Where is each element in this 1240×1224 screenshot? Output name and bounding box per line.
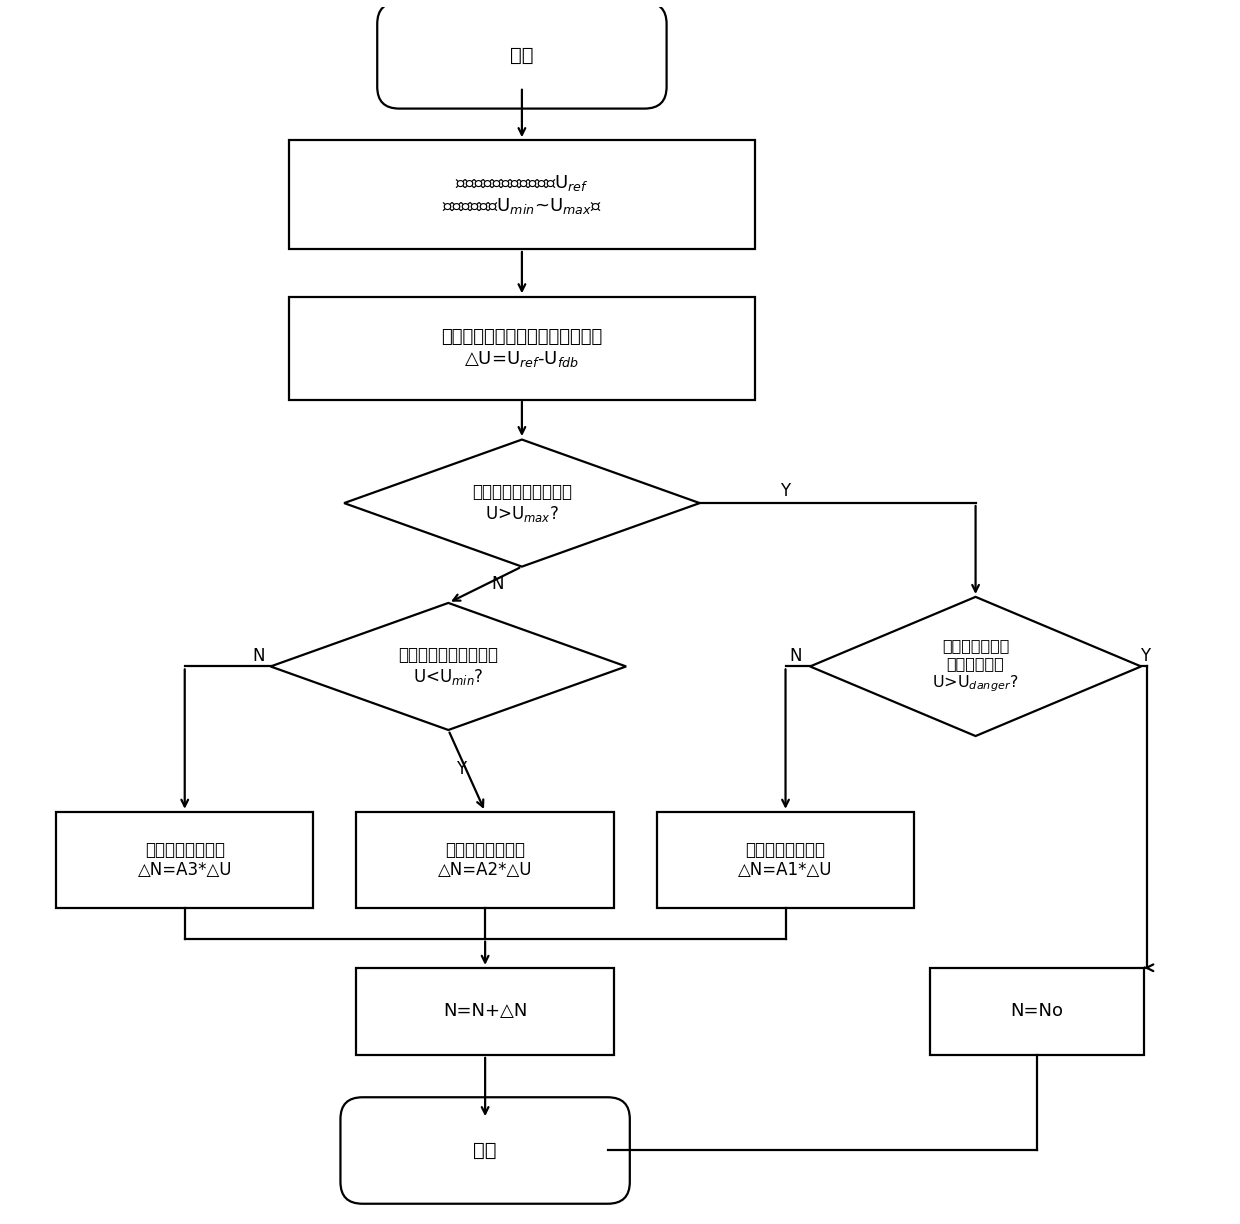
Text: N: N [252,646,264,665]
Bar [356,968,614,1055]
Text: 调整子模块切除数
△N=A1*△U: 调整子模块切除数 △N=A1*△U [738,841,833,880]
Text: 超出目标范围，且偏小
U<U$_{min}$?: 超出目标范围，且偏小 U<U$_{min}$? [398,646,498,687]
Text: N=N+△N: N=N+△N [443,1002,527,1021]
Text: 调整子模块切除数
△N=A2*△U: 调整子模块切除数 △N=A2*△U [438,841,532,880]
Text: 计算实测电压与控制目标的偏差量
△U=U$_{ref}$-U$_{fdb}$: 计算实测电压与控制目标的偏差量 △U=U$_{ref}$-U$_{fdb}$ [441,328,603,368]
Text: N: N [491,575,503,594]
Polygon shape [345,439,699,567]
Bar [289,140,755,248]
Text: N: N [789,646,801,665]
Polygon shape [810,597,1141,736]
Bar [56,812,314,908]
Bar [657,812,914,908]
Text: Y: Y [1140,646,1149,665]
Text: 超出目标范围，
且达到警戒值
U>U$_{danger}$?: 超出目标范围， 且达到警戒值 U>U$_{danger}$? [932,639,1019,694]
Text: 调整子模块切除数
△N=A3*△U: 调整子模块切除数 △N=A3*△U [138,841,232,880]
Text: Y: Y [780,482,791,499]
Text: N=No: N=No [1011,1002,1064,1021]
Bar [356,812,614,908]
Text: 结束: 结束 [474,1141,497,1160]
FancyBboxPatch shape [341,1097,630,1203]
Bar [289,296,755,399]
Text: 确定子模块电压控制目标U$_{ref}$
及目标范围（U$_{min}$~U$_{max}$）: 确定子模块电压控制目标U$_{ref}$ 及目标范围（U$_{min}$~U$_… [441,173,601,215]
FancyBboxPatch shape [377,2,667,109]
Text: 超出目标范围，且偏大
U>U$_{max}$?: 超出目标范围，且偏大 U>U$_{max}$? [472,482,572,524]
Text: 开始: 开始 [510,45,533,65]
Bar [930,968,1145,1055]
Text: Y: Y [455,760,466,778]
Polygon shape [270,603,626,730]
